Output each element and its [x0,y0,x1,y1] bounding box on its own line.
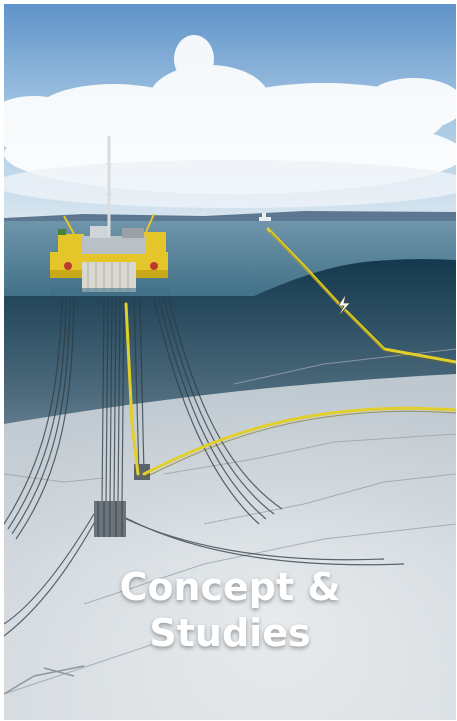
title-line-2: Studies [149,611,311,655]
anchor-marker-icon [4,665,85,695]
offshore-field-illustration [4,4,456,720]
floating-platform [50,136,168,292]
concept-studies-card[interactable]: Concept & Studies [4,4,456,720]
card-title: Concept & Studies [4,564,456,656]
title-line-1: Concept & [119,565,341,609]
power-cable-icon [336,293,351,319]
